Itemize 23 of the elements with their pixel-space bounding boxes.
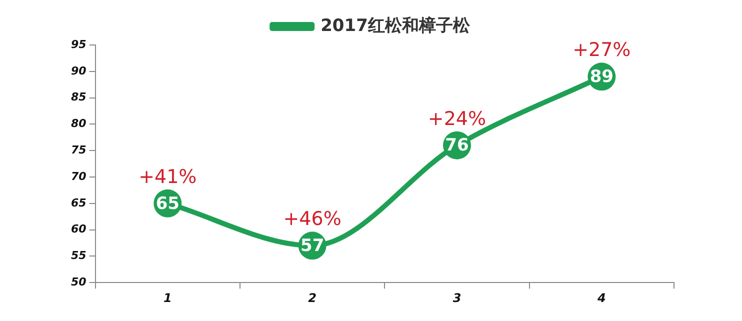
x-tick-label: 3 [452, 290, 462, 305]
y-tick-label: 65 [70, 196, 87, 210]
annotation: +41% [138, 166, 197, 188]
y-tick-label: 80 [70, 117, 87, 130]
annotation: +27% [572, 39, 631, 62]
y-tick-label: 75 [70, 143, 87, 156]
y-tick-label: 95 [70, 38, 87, 51]
y-tick-label: 50 [70, 275, 87, 288]
data-label: 76 [445, 136, 469, 156]
annotation: +24% [428, 108, 486, 130]
data-label: 89 [590, 67, 614, 88]
x-tick-label: 1 [163, 290, 172, 305]
x-tick-label: 2 [308, 290, 316, 305]
y-tick-label: 90 [70, 64, 87, 78]
y-tick-label: 60 [70, 222, 87, 236]
data-label: 57 [300, 236, 324, 256]
y-tick-label: 85 [70, 90, 87, 104]
y-tick-label: 55 [70, 249, 87, 262]
y-tick-label: 70 [70, 170, 87, 183]
legend-label: 2017红松和樟子松 [320, 16, 471, 36]
x-tick-label: 4 [596, 290, 606, 305]
annotation: +46% [283, 208, 342, 230]
data-label: 65 [156, 194, 180, 214]
